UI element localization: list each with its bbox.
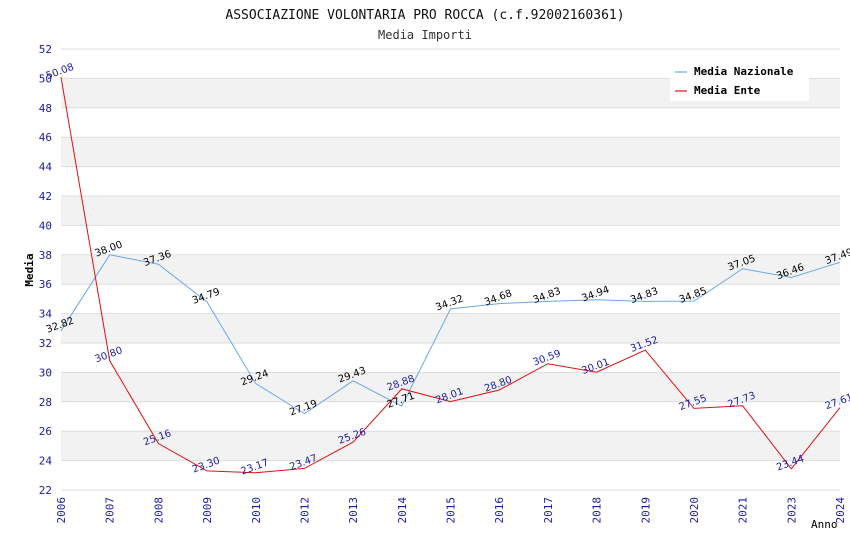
y-tick-label: 44 — [39, 161, 53, 174]
x-tick-label: 2023 — [785, 497, 798, 524]
y-tick-label: 32 — [39, 337, 52, 350]
grid-band — [61, 137, 840, 167]
x-tick-label: 2012 — [298, 497, 311, 524]
data-label-nazionale: 34.83 — [629, 286, 660, 306]
data-label-nazionale: 34.94 — [580, 284, 611, 304]
legend-label-nazionale: Media Nazionale — [694, 65, 794, 78]
x-tick-label: 2008 — [152, 497, 165, 524]
y-axis-ticks: 22 24 26 28 30 32 34 36 38 40 42 44 46 48 50 52 — [39, 43, 53, 497]
y-tick-label: 24 — [39, 455, 53, 468]
y-tick-label: 22 — [39, 484, 52, 497]
data-label-nazionale: 34.85 — [678, 286, 709, 306]
chart-subtitle: Media Importi — [378, 28, 472, 42]
x-tick-label: 2010 — [250, 497, 263, 524]
grid-band — [61, 372, 840, 402]
series-lines — [60, 77, 841, 474]
x-axis-label: Anno — [811, 518, 838, 531]
chart-title: ASSOCIAZIONE VOLONTARIA PRO ROCCA (c.f.9… — [225, 8, 624, 23]
grid-band — [61, 254, 840, 285]
x-tick-label: 2014 — [396, 497, 409, 524]
y-tick-label: 42 — [39, 190, 52, 203]
x-tick-label: 2016 — [493, 497, 506, 524]
grid-band — [61, 196, 840, 226]
x-tick-label: 2017 — [542, 497, 555, 524]
grid-band — [61, 431, 840, 461]
y-tick-label: 52 — [39, 43, 52, 56]
grid-band — [61, 313, 840, 343]
data-label-ente: 30.80 — [93, 345, 124, 365]
y-tick-label: 36 — [39, 278, 52, 291]
x-tick-label: 2019 — [639, 497, 652, 524]
y-tick-label: 34 — [39, 308, 53, 321]
y-tick-label: 40 — [39, 219, 52, 232]
y-tick-label: 26 — [39, 425, 52, 438]
legend: Media Nazionale Media Ente — [670, 61, 809, 101]
grid-bands — [61, 78, 840, 461]
data-label-nazionale: 34.79 — [191, 287, 222, 307]
x-tick-label: 2024 — [834, 497, 847, 524]
series-line-ente — [60, 77, 841, 474]
y-axis-label: Media — [23, 253, 36, 286]
legend-box — [670, 61, 809, 101]
data-label-nazionale: 34.68 — [483, 288, 514, 308]
x-tick-label: 2009 — [201, 497, 214, 524]
y-tick-label: 28 — [39, 396, 52, 409]
y-tick-label: 48 — [39, 102, 52, 115]
x-tick-label: 2007 — [104, 497, 117, 524]
y-tick-label: 30 — [39, 366, 52, 379]
x-axis-ticks: 2006 2007 2008 2009 2010 2012 2013 2014 2015 2016… — [55, 497, 847, 524]
x-tick-label: 2006 — [55, 497, 68, 524]
y-tick-label: 46 — [39, 131, 52, 144]
x-tick-label: 2021 — [737, 497, 750, 524]
legend-label-ente: Media Ente — [694, 84, 761, 97]
x-tick-label: 2013 — [347, 497, 360, 524]
y-tick-label: 38 — [39, 249, 52, 262]
series-line-nazionale — [60, 254, 841, 415]
y-tick-label: 50 — [39, 72, 52, 85]
data-label-nazionale: 34.83 — [532, 286, 563, 306]
x-tick-label: 2020 — [688, 497, 701, 524]
x-tick-label: 2015 — [445, 497, 458, 524]
x-tick-label: 2018 — [591, 497, 604, 524]
